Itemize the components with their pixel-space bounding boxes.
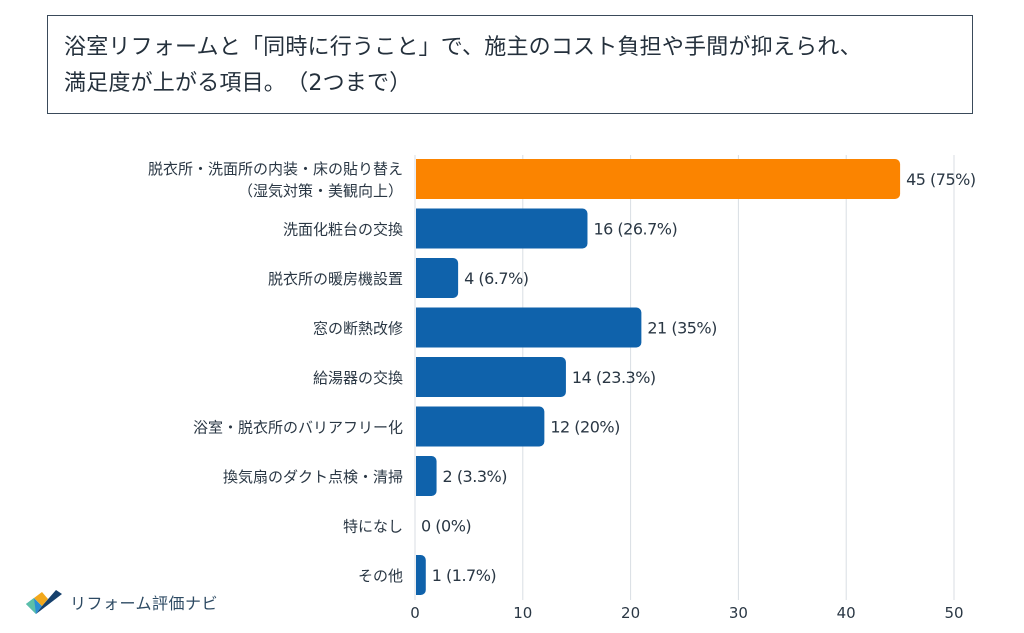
bar-value-label: 14 (23.3%) xyxy=(572,368,656,387)
bar xyxy=(410,307,642,348)
x-tick-label: 30 xyxy=(729,604,748,622)
chart-title-box: 浴室リフォームと「同時に行うこと」で、施主のコスト負担や手間が抑えられ、 満足度… xyxy=(47,15,973,114)
bar-value-label: 4 (6.7%) xyxy=(464,269,528,288)
bar xyxy=(410,159,901,199)
bar xyxy=(410,357,566,397)
bar-left-mask xyxy=(410,307,416,348)
bar xyxy=(410,406,545,447)
x-tick-label: 40 xyxy=(837,604,856,622)
category-label: 給湯器の交換 xyxy=(313,369,403,387)
bar-value-label: 1 (1.7%) xyxy=(432,566,496,585)
bar xyxy=(410,456,437,496)
category-label: 脱衣所の暖房機設置 xyxy=(268,270,403,288)
x-tick-label: 10 xyxy=(513,604,532,622)
bar-left-mask xyxy=(410,258,416,298)
x-tick-label: 50 xyxy=(944,604,963,622)
bar-left-mask xyxy=(410,406,416,447)
category-label: 換気扇のダクト点検・清掃 xyxy=(223,468,403,486)
check-leaf-icon xyxy=(26,590,62,614)
bar-value-label: 0 (0%) xyxy=(421,517,471,536)
x-tick-label: 20 xyxy=(621,604,640,622)
brand-logo: リフォーム評価ナビ xyxy=(22,584,218,620)
bar-left-mask xyxy=(410,208,416,249)
category-label: （湿気対策・美観向上） xyxy=(238,182,403,200)
bar-left-mask xyxy=(410,555,416,595)
bar-value-label: 21 (35%) xyxy=(647,319,717,338)
category-label: 脱衣所・洗面所の内装・床の貼り替え xyxy=(148,160,403,178)
category-label: 洗面化粧台の交換 xyxy=(283,221,403,239)
category-label: 浴室・脱衣所のバリアフリー化 xyxy=(193,419,403,437)
brand-name: リフォーム評価ナビ xyxy=(70,594,219,613)
bar-value-label: 16 (26.7%) xyxy=(593,220,677,239)
bar-value-label: 12 (20%) xyxy=(550,418,620,437)
bar xyxy=(410,258,459,298)
category-label: その他 xyxy=(358,567,403,585)
category-label: 窓の断熱改修 xyxy=(313,320,403,338)
bar-left-mask xyxy=(410,456,416,496)
bar-left-mask xyxy=(410,159,416,199)
chart-title-line-1: 浴室リフォームと「同時に行うこと」で、施主のコスト負担や手間が抑えられ、 xyxy=(64,35,862,60)
bar xyxy=(410,208,588,249)
bar-value-label: 45 (75%) xyxy=(906,170,976,189)
chart-title-line-2: 満足度が上がる項目。 （2つまで） xyxy=(64,71,412,96)
bar-left-mask xyxy=(410,357,416,397)
x-tick-label: 0 xyxy=(410,604,420,622)
bar-value-label: 2 (3.3%) xyxy=(443,467,507,486)
category-label: 特になし xyxy=(343,518,403,536)
